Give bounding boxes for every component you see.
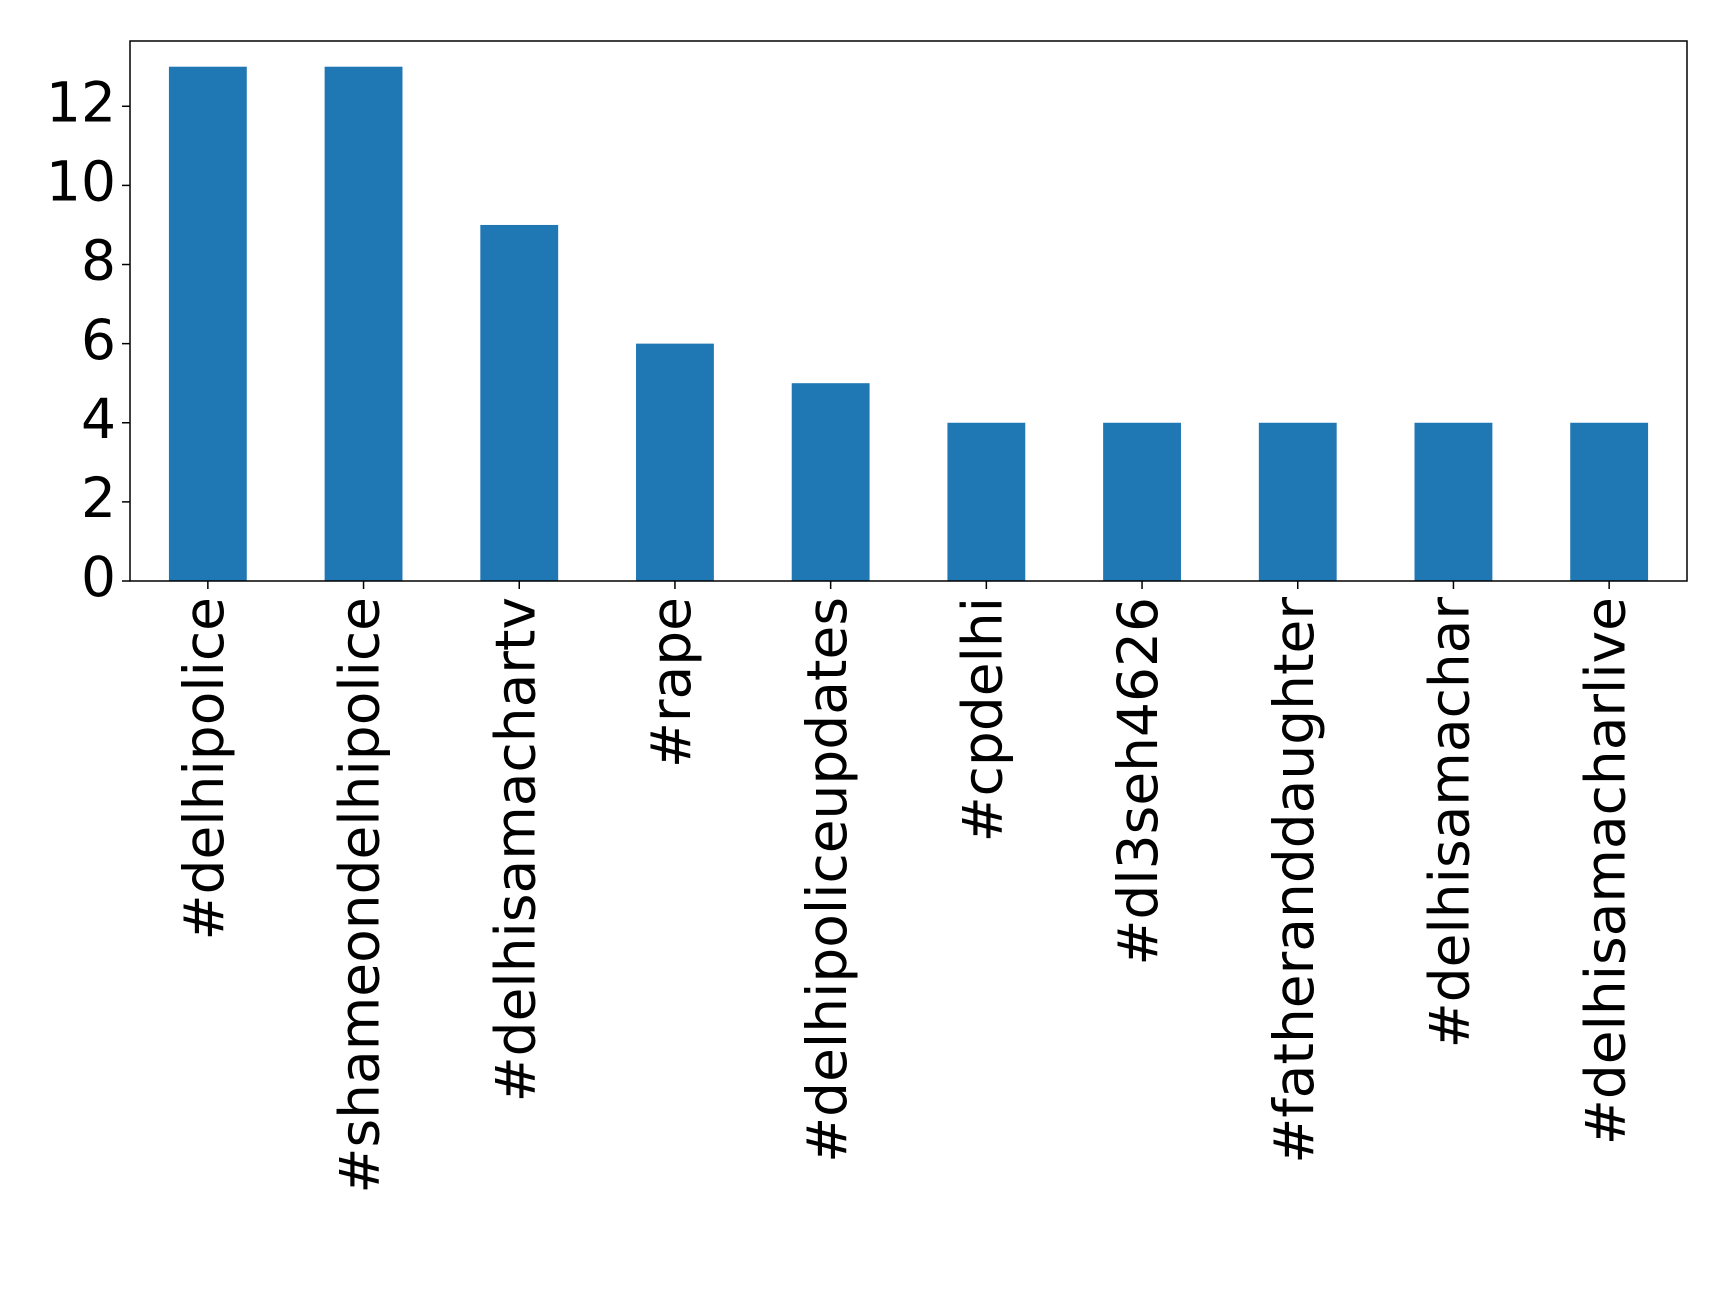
bar [1414, 422, 1493, 581]
bar [791, 383, 870, 581]
x-tick-label: #delhipolice [172, 597, 236, 940]
bar [1570, 422, 1649, 581]
x-tick-label: #dl3seh4626 [1106, 597, 1170, 966]
y-tick-label: 8 [81, 229, 116, 293]
y-tick-label: 2 [81, 466, 116, 530]
x-tick-label: #delhisamachartv [483, 597, 547, 1102]
x-tick-label: #cpdelhi [950, 597, 1014, 842]
x-tick-label: #delhisamacharlive [1573, 597, 1637, 1145]
bar [168, 66, 247, 581]
x-tick-label: #fatheranddaughter [1262, 597, 1326, 1164]
x-tick-label: #shameondelhipolice [328, 597, 392, 1194]
bar [636, 343, 714, 581]
bar [1103, 422, 1181, 581]
y-tick-label: 6 [81, 308, 116, 372]
x-tick-label: #rape [639, 597, 703, 768]
bar [1258, 422, 1337, 581]
plot-frame [129, 40, 1688, 582]
bar [480, 224, 559, 581]
x-tick-label: #delhipoliceupdates [795, 597, 859, 1163]
bar [324, 66, 403, 581]
y-tick-label: 10 [46, 150, 116, 214]
bar [947, 422, 1026, 581]
x-tick-label: #delhisamachar [1418, 597, 1482, 1049]
y-tick-label: 4 [81, 387, 116, 451]
y-tick-label: 12 [46, 70, 116, 134]
y-tick-label: 0 [81, 545, 116, 609]
